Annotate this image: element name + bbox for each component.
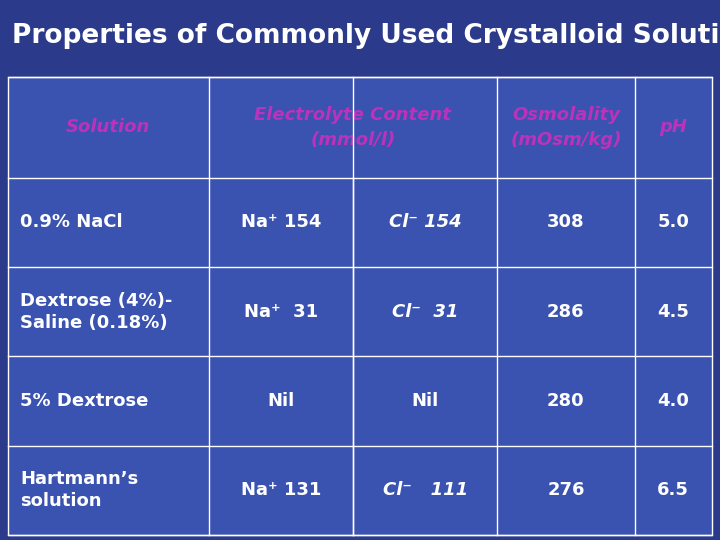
Text: Properties of Commonly Used Crystalloid Solutions: Properties of Commonly Used Crystalloid …	[12, 23, 720, 49]
Text: 5% Dextrose: 5% Dextrose	[20, 392, 148, 410]
Text: 5.0: 5.0	[657, 213, 689, 232]
Bar	[8, 77, 712, 535]
Text: Nil: Nil	[267, 392, 294, 410]
Text: 0.9% NaCl: 0.9% NaCl	[20, 213, 122, 232]
Bar	[8, 77, 712, 535]
Text: Cl⁻ 154: Cl⁻ 154	[389, 213, 462, 232]
Text: 280: 280	[547, 392, 585, 410]
Text: pH: pH	[660, 118, 688, 137]
Text: Na⁺ 131: Na⁺ 131	[240, 481, 321, 500]
Text: Nil: Nil	[412, 392, 438, 410]
Text: Osmolality
(mOsm/kg): Osmolality (mOsm/kg)	[510, 106, 621, 149]
Text: 4.5: 4.5	[657, 303, 689, 321]
Text: Cl⁻  31: Cl⁻ 31	[392, 303, 459, 321]
Text: Hartmann’s
solution: Hartmann’s solution	[20, 470, 138, 510]
Text: 308: 308	[547, 213, 585, 232]
Text: Cl⁻   111: Cl⁻ 111	[382, 481, 468, 500]
Text: Solution: Solution	[66, 118, 150, 137]
Text: Na⁺  31: Na⁺ 31	[244, 303, 318, 321]
Text: 286: 286	[547, 303, 585, 321]
Text: Electrolyte Content
(mmol/l): Electrolyte Content (mmol/l)	[254, 106, 451, 149]
Text: Na⁺ 154: Na⁺ 154	[240, 213, 321, 232]
Text: 4.0: 4.0	[657, 392, 689, 410]
Text: Dextrose (4%)-
Saline (0.18%): Dextrose (4%)- Saline (0.18%)	[20, 292, 172, 332]
Text: 276: 276	[547, 481, 585, 500]
Text: 6.5: 6.5	[657, 481, 689, 500]
